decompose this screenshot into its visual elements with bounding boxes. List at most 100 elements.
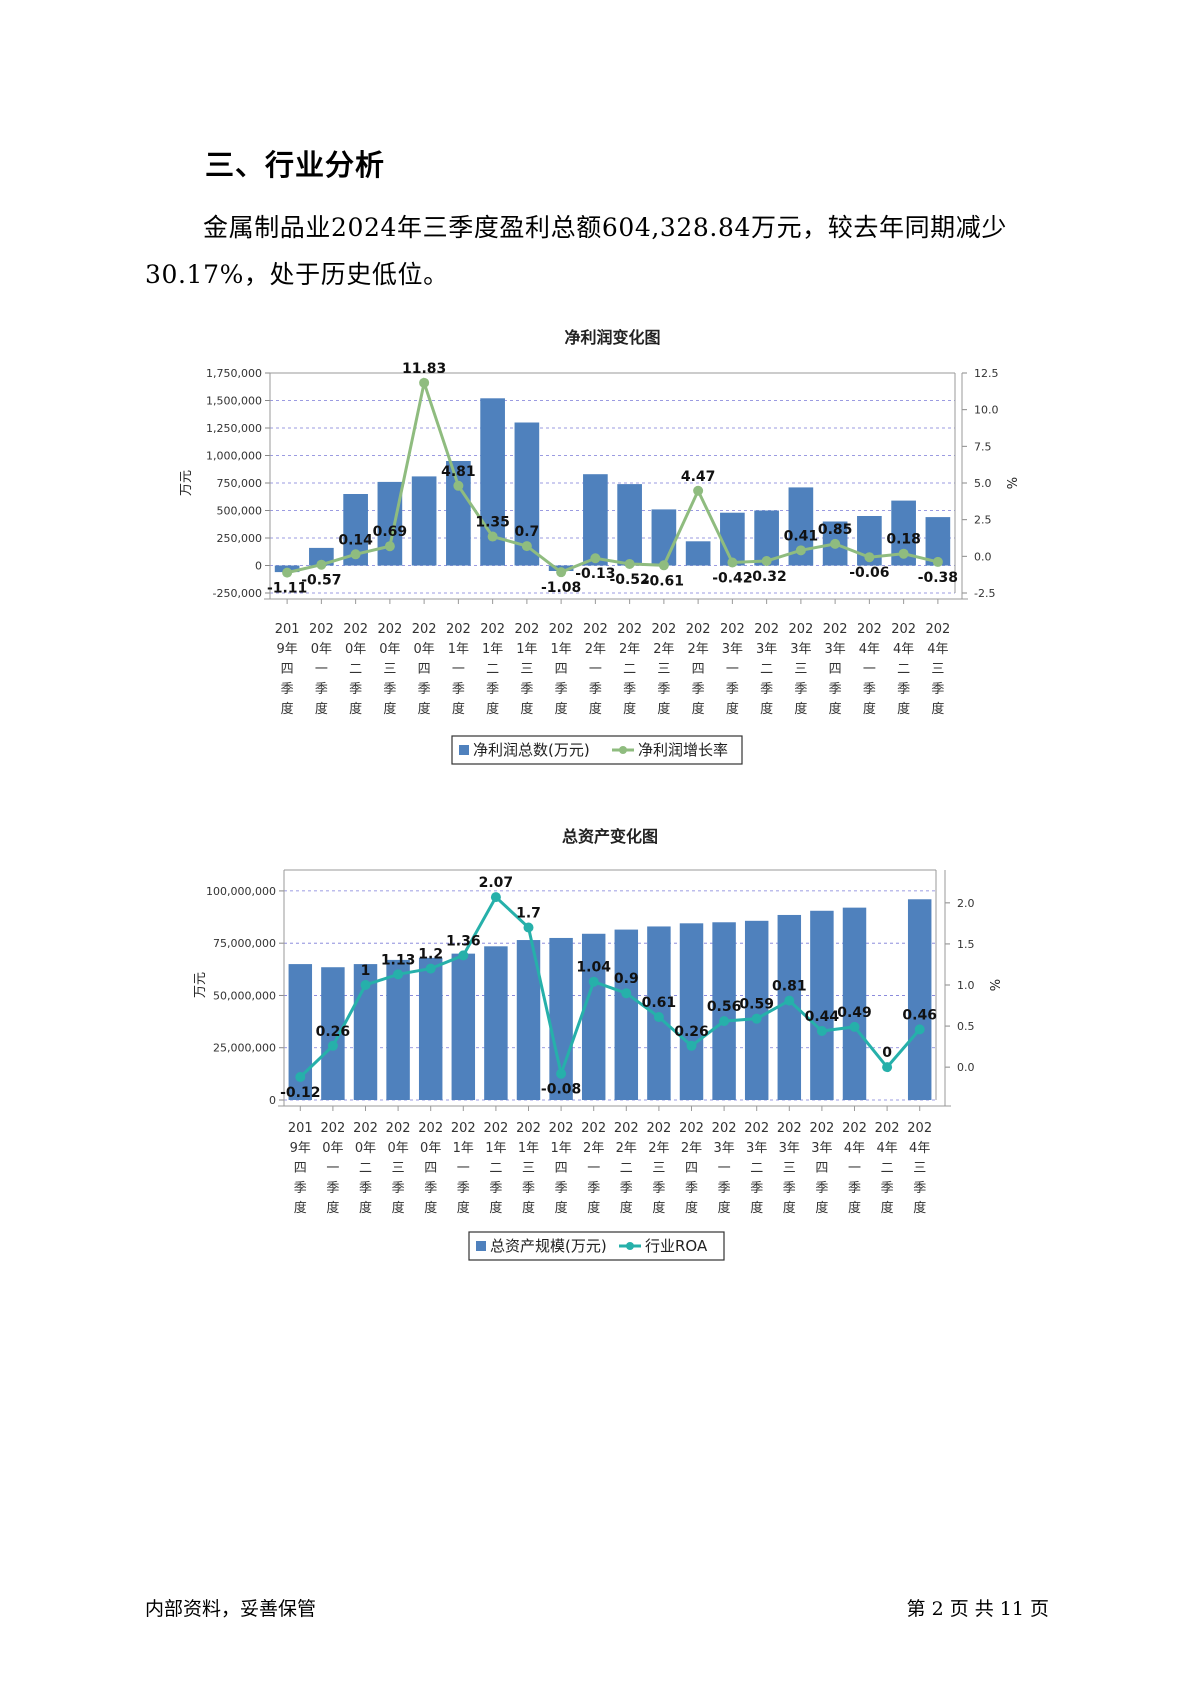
data-label: 1.13 <box>381 952 416 968</box>
summary-text: 金属制品业2024年三季度盈利总额604,328.84万元，较去年同期减少30.… <box>145 213 1007 289</box>
data-label: -0.13 <box>575 566 615 582</box>
summary-paragraph: 金属制品业2024年三季度盈利总额604,328.84万元，较去年同期减少30.… <box>145 204 1050 298</box>
series-line <box>286 377 939 575</box>
y-left-tick-label: 1,750,000 <box>206 367 262 380</box>
y-right-tick-label: 2.5 <box>974 514 992 527</box>
data-label: -0.42 <box>712 570 752 586</box>
x-tick-label: 202 1年二季度 <box>483 1121 508 1216</box>
line-point <box>686 1040 697 1051</box>
x-tick-label: 202 0年三季度 <box>386 1121 411 1216</box>
x-tick-label: 202 4年三季度 <box>907 1121 932 1216</box>
x-tick-label: 202 3年一季度 <box>712 1121 737 1216</box>
x-tick-label: 201 9年四季度 <box>275 622 300 717</box>
data-label: 0.7 <box>514 524 539 540</box>
x-tick-label: 202 1年一季度 <box>451 1121 476 1216</box>
line-point <box>653 1012 664 1023</box>
data-label: 0.49 <box>837 1005 872 1021</box>
bar <box>720 512 745 566</box>
data-label: -0.52 <box>609 572 649 588</box>
data-label: 0.85 <box>818 522 853 538</box>
y-left-tick-label: 750,000 <box>217 477 263 490</box>
y-left-tick-label: -250,000 <box>213 587 262 600</box>
x-tick-label: 202 1年三季度 <box>514 622 539 717</box>
bar <box>679 923 704 1100</box>
x-tick-label: 202 2年一季度 <box>583 622 608 717</box>
bar <box>617 484 642 566</box>
x-tick-label: 202 3年二季度 <box>744 1121 769 1216</box>
total-assets-chart: 总资产变化图025,000,00050,000,00075,000,000100… <box>193 827 1004 1261</box>
x-tick-label: 202 0年四季度 <box>418 1121 443 1216</box>
x-tick-label: 202 0年一季度 <box>309 622 334 717</box>
bar <box>446 461 471 566</box>
data-label: 1.7 <box>516 906 541 922</box>
x-tick-label: 202 0年四季度 <box>412 622 437 717</box>
line-point <box>816 1026 827 1036</box>
x-tick-label: 202 3年三季度 <box>788 622 813 717</box>
bar <box>907 899 932 1100</box>
x-tick-label: 201 9年四季度 <box>288 1121 313 1216</box>
line-point <box>384 541 395 552</box>
line-point <box>864 552 875 563</box>
line-point <box>350 549 361 560</box>
y-right-tick-label: 1.0 <box>957 979 975 992</box>
data-label: 0.69 <box>373 524 408 540</box>
data-label: 1.2 <box>418 947 443 963</box>
x-tick-label: 202 0年三季度 <box>377 622 402 717</box>
data-label: 0.44 <box>805 1009 840 1025</box>
x-tick-label: 202 0年二季度 <box>353 1121 378 1216</box>
data-label: 0.61 <box>642 995 677 1011</box>
y-left-tick-label: 100,000,000 <box>206 885 276 898</box>
data-label: 4.81 <box>441 464 476 480</box>
data-label: 0.59 <box>739 997 774 1013</box>
data-label: 0.81 <box>772 979 807 995</box>
legend-line-marker <box>619 746 627 754</box>
line-point <box>453 480 464 491</box>
x-tick-label: 202 2年二季度 <box>617 622 642 717</box>
line-point <box>295 1072 306 1082</box>
line-point <box>425 963 436 974</box>
x-tick-label: 202 4年一季度 <box>842 1121 867 1216</box>
y-right-tick-label: 7.5 <box>974 440 992 453</box>
data-label: 0 <box>882 1045 892 1061</box>
x-tick-label: 202 1年二季度 <box>480 622 505 717</box>
y-right-tick-label: -2.5 <box>974 587 995 600</box>
line-point <box>849 1021 860 1032</box>
y-left-tick-label: 50,000,000 <box>213 989 276 1002</box>
bar <box>712 922 736 1100</box>
line-point <box>523 922 534 933</box>
line-point <box>521 541 532 552</box>
data-label: -0.61 <box>644 573 684 589</box>
data-label: -0.38 <box>918 570 958 586</box>
bar <box>842 907 867 1100</box>
bar <box>810 910 834 1100</box>
x-tick-label: 202 1年四季度 <box>549 622 574 717</box>
footer-confidential-note: 内部资料，妥善保管 <box>145 1598 317 1620</box>
line-point <box>282 567 293 578</box>
y-right-tick-label: 5.0 <box>974 477 992 490</box>
x-tick-label: 202 2年四季度 <box>686 622 711 717</box>
legend-line-label: 行业ROA <box>645 1237 708 1255</box>
data-label: -0.12 <box>280 1085 320 1101</box>
y-left-tick-label: 1,000,000 <box>206 450 262 463</box>
data-label: 0.41 <box>784 528 819 544</box>
legend-bar-swatch <box>476 1241 486 1251</box>
line-point <box>419 377 430 388</box>
bar <box>309 547 334 566</box>
y-right-tick-label: 2.0 <box>957 897 975 910</box>
bar <box>651 509 677 566</box>
line-point <box>830 538 841 549</box>
line-point <box>624 558 635 569</box>
x-tick-label: 202 2年二季度 <box>614 1121 639 1216</box>
x-tick-label: 202 2年三季度 <box>646 1121 671 1216</box>
y-right-tick-label: 10.0 <box>974 404 999 417</box>
line-point <box>751 1013 762 1024</box>
bar <box>777 914 802 1100</box>
bar <box>377 481 403 566</box>
data-label: 1.35 <box>475 515 510 531</box>
x-tick-label: 202 1年四季度 <box>549 1121 574 1216</box>
data-label: -0.32 <box>746 569 786 585</box>
x-tick-label: 202 3年三季度 <box>777 1121 802 1216</box>
y-left-tick-label: 500,000 <box>217 505 263 518</box>
line-point <box>795 545 806 556</box>
y-right-axis-title: % <box>1006 477 1021 489</box>
